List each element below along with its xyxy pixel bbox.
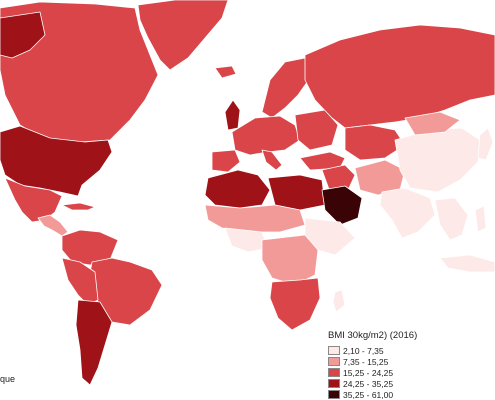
legend-label: 35,25 - 61,00 — [343, 389, 394, 400]
region-north-africa-west — [204, 169, 271, 209]
legend-item: 2,10 - 7,35 — [328, 345, 493, 356]
region-north-africa-east — [267, 174, 326, 211]
region-scandinavia — [261, 57, 311, 119]
region-china — [394, 127, 481, 193]
region-indonesia — [439, 254, 495, 273]
region-southeast-asia — [434, 197, 469, 241]
legend-swatch — [328, 379, 340, 388]
region-mongolia — [404, 111, 461, 136]
region-philippines — [474, 205, 487, 233]
region-greenland — [137, 0, 229, 71]
legend-item: 24,25 - 35,25 — [328, 378, 493, 389]
region-madagascar — [332, 289, 346, 313]
region-southern-cone — [75, 299, 113, 386]
map-legend: BMI 30kg/m2) (2016) 2,10 - 7,35 7,35 - 1… — [328, 330, 493, 400]
region-central-africa — [261, 234, 319, 286]
region-turkey — [299, 151, 346, 171]
legend-swatch — [328, 346, 340, 355]
legend-swatch — [328, 368, 340, 377]
source-note: que — [0, 374, 16, 384]
region-british-isles — [224, 99, 241, 131]
region-iceland — [214, 65, 237, 79]
region-russia — [304, 24, 495, 129]
region-sahel — [204, 204, 306, 233]
region-arabian-peninsula — [321, 185, 363, 226]
region-united-states — [0, 125, 113, 197]
region-central-america — [37, 214, 69, 237]
region-iberia — [211, 149, 241, 173]
legend-label: 24,25 - 35,25 — [343, 378, 394, 389]
legend-label: 7,35 - 15,25 — [343, 356, 389, 367]
legend-item: 35,25 - 61,00 — [328, 389, 493, 400]
region-japan — [477, 127, 494, 161]
region-south-asia — [379, 187, 436, 239]
region-italy — [261, 149, 283, 171]
legend-title: BMI 30kg/m2) (2016) — [328, 330, 418, 341]
region-kazakhstan — [344, 124, 406, 161]
legend-swatch — [328, 357, 340, 366]
region-southern-africa — [269, 277, 321, 331]
legend-item: 15,25 - 24,25 — [328, 367, 493, 378]
legend-label: 15,25 - 24,25 — [343, 367, 394, 378]
legend-swatch — [328, 390, 340, 399]
legend-item: 7,35 - 15,25 — [328, 356, 493, 367]
region-caribbean — [61, 202, 96, 211]
region-middle-east — [321, 164, 356, 193]
region-alaska — [0, 11, 46, 59]
legend-label: 2,10 - 7,35 — [343, 345, 384, 356]
region-western-europe — [231, 115, 301, 156]
region-west-africa — [224, 227, 269, 253]
